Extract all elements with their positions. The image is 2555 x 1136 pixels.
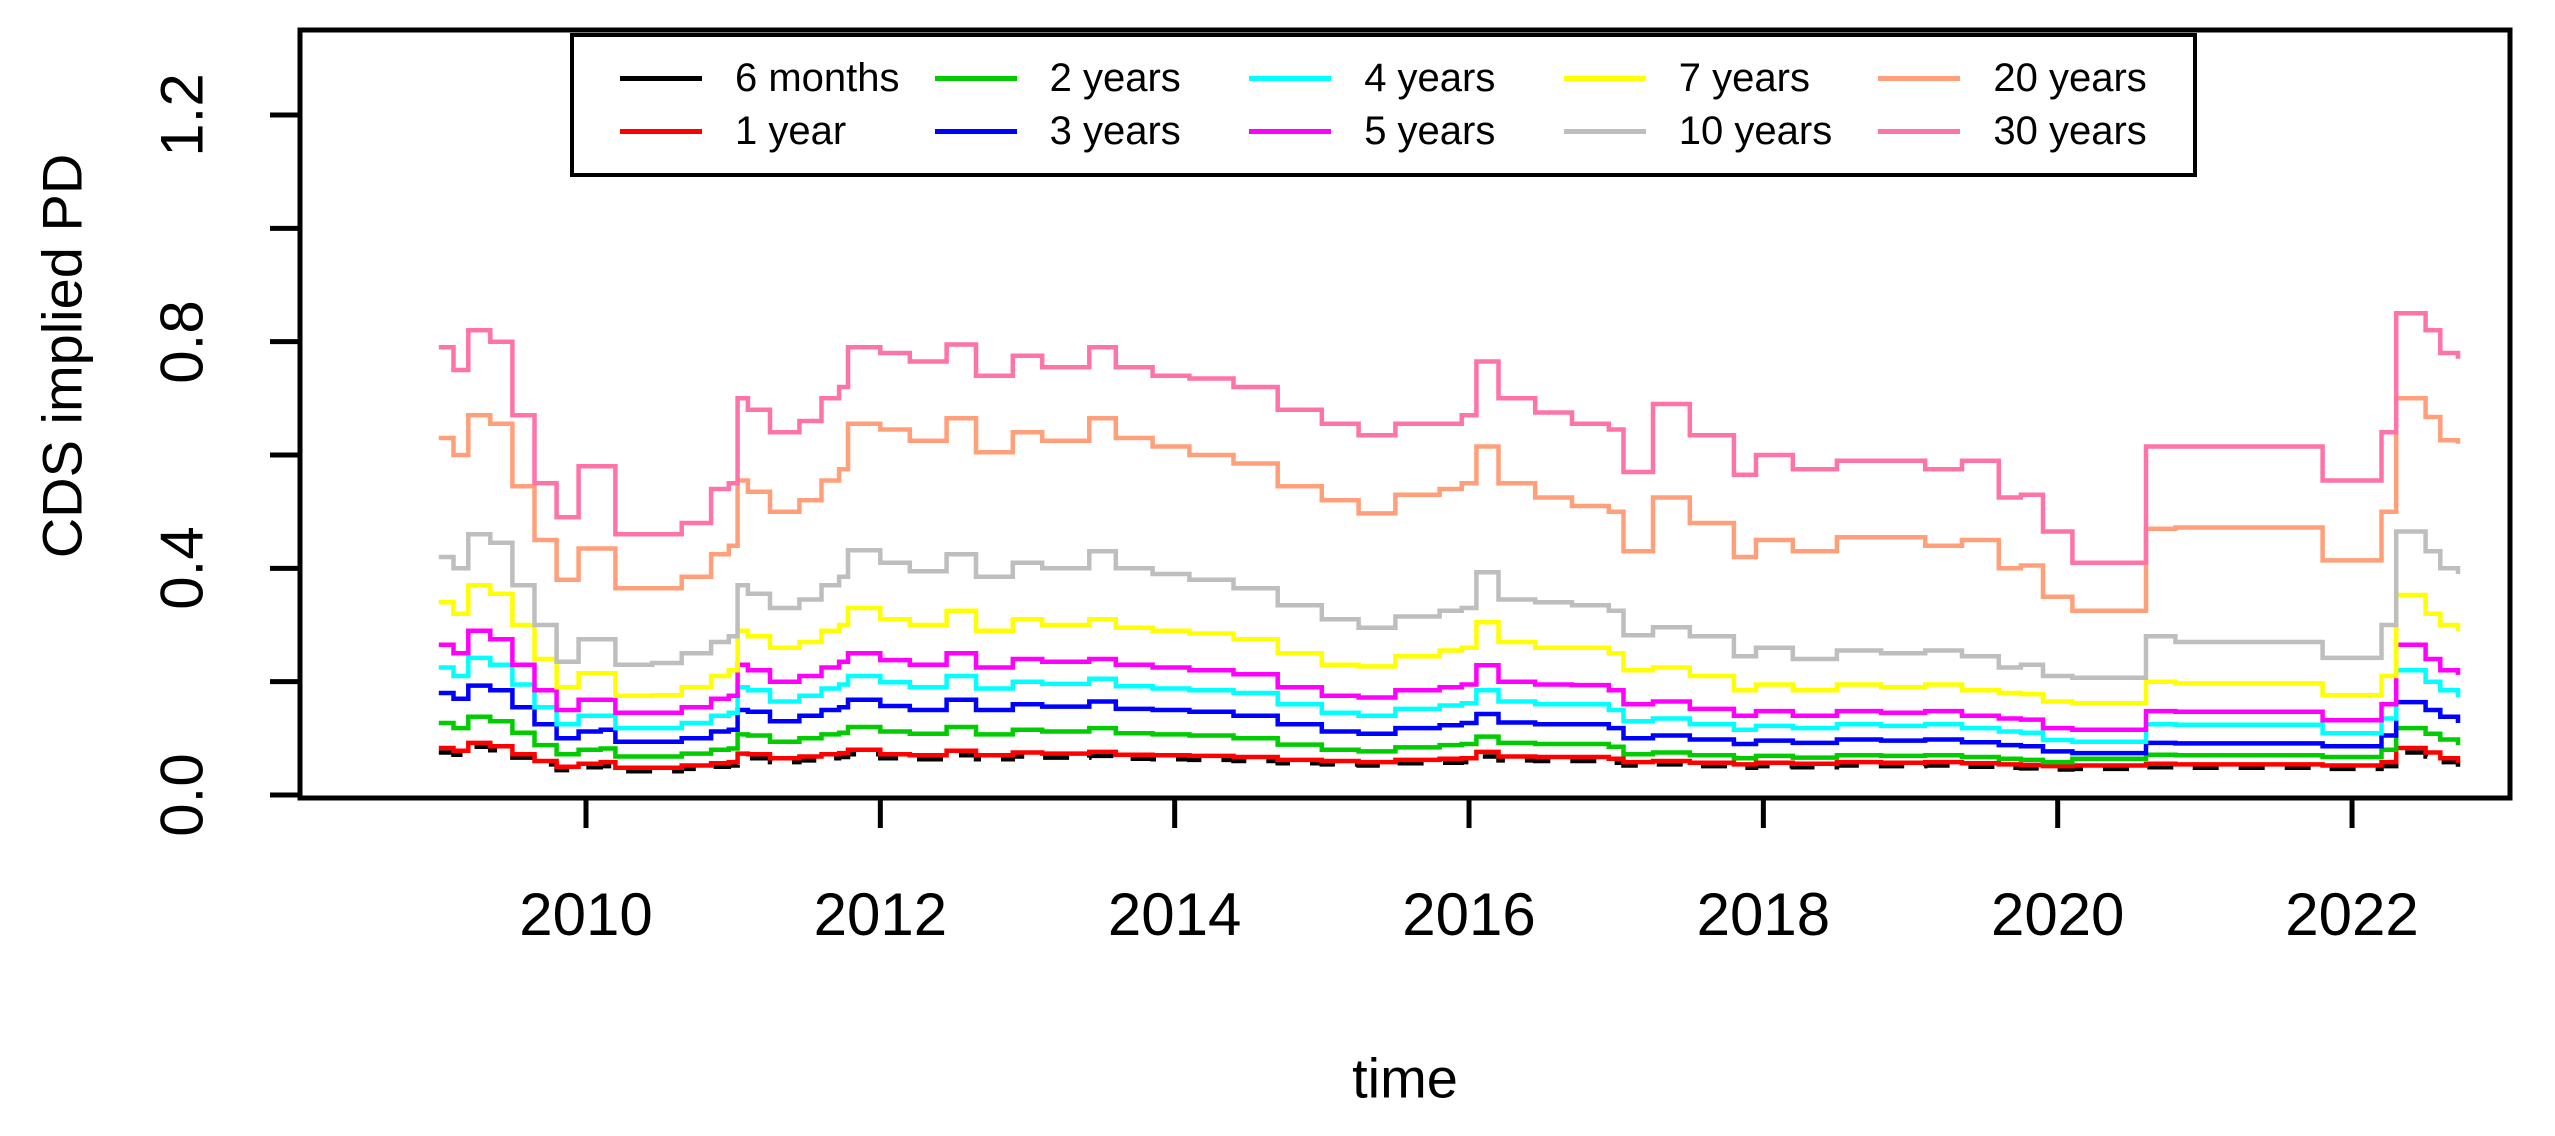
legend-item-label: 10 years [1678, 109, 1833, 153]
legend-item-3-years: 3 years [934, 109, 1250, 154]
x-tick-label: 2010 [519, 881, 653, 948]
legend-item-30-years: 30 years [1878, 109, 2193, 154]
y-tick-label: 0.4 [148, 526, 216, 611]
legend-key-line [934, 129, 1017, 134]
series-line-20-years [438, 396, 2461, 614]
x-tick-label: 2022 [2285, 881, 2419, 948]
legend-item-label: 1 year [735, 109, 847, 153]
legend-item-2-years: 2 years [934, 56, 1250, 101]
legend-item-label: 30 years [1993, 109, 2147, 153]
legend-item-4-years: 4 years [1249, 56, 1564, 101]
legend-item-label: 3 years [1049, 109, 1181, 153]
series-line-6-months [438, 744, 2461, 774]
series-line-30-years [438, 311, 2461, 565]
legend-item-label: 6 months [735, 56, 900, 100]
legend-item-5-years: 5 years [1249, 109, 1564, 154]
x-tick-label: 2018 [1696, 881, 1831, 948]
legend-key-line [1563, 76, 1646, 81]
series-line-7-years [438, 583, 2461, 706]
legend-key-line [1249, 76, 1332, 81]
legend-key-line [1563, 129, 1646, 134]
x-tick-label: 2012 [813, 881, 948, 948]
legend-item-label: 2 years [1049, 56, 1181, 100]
legend-item-label: 7 years [1678, 56, 1810, 100]
series-line-2-years [438, 714, 2461, 765]
legend-box: 6 months 2 years 4 years 7 years 20 years 1 … [570, 33, 2197, 177]
legend-key-line [1878, 129, 1961, 134]
legend-key-line [620, 76, 702, 81]
legend-item-1-year: 1 year [620, 109, 935, 154]
y-axis-title: CDS implied PD [30, 153, 94, 559]
y-tick-label: 0.8 [148, 299, 216, 384]
legend-key-line [620, 129, 702, 134]
legend-row: 1 year 3 years 5 years 10 years 30 years [620, 109, 2193, 154]
series-line-10-years [438, 529, 2461, 680]
legend-item-6-months: 6 months [620, 56, 935, 101]
legend-item-label: 4 years [1364, 56, 1496, 100]
legend-row: 6 months 2 years 4 years 7 years 20 years [620, 56, 2193, 101]
x-tick-label: 2014 [1107, 881, 1242, 948]
series-line-5-years [438, 628, 2461, 733]
plot-border [297, 27, 2513, 801]
series-line-1-year [438, 740, 2461, 771]
y-tick-label: 0.0 [148, 753, 216, 837]
series-line-4-years [438, 655, 2461, 744]
legend-key-line [1249, 129, 1332, 134]
x-tick-label: 2016 [1402, 881, 1536, 948]
x-tick-label: 2020 [1990, 881, 2125, 948]
legend-key-line [934, 76, 1017, 81]
legend-key-line [1878, 76, 1961, 81]
legend-item-label: 5 years [1364, 109, 1496, 153]
legend-item-7-years: 7 years [1563, 56, 1879, 101]
y-tick-label: 1.2 [148, 73, 216, 157]
series-line-3-years [438, 683, 2461, 756]
x-axis-title: time [1352, 1046, 1458, 1110]
legend-item-10-years: 10 years [1563, 109, 1879, 154]
legend-item-20-years: 20 years [1878, 56, 2193, 101]
legend-item-label: 20 years [1993, 56, 2147, 100]
